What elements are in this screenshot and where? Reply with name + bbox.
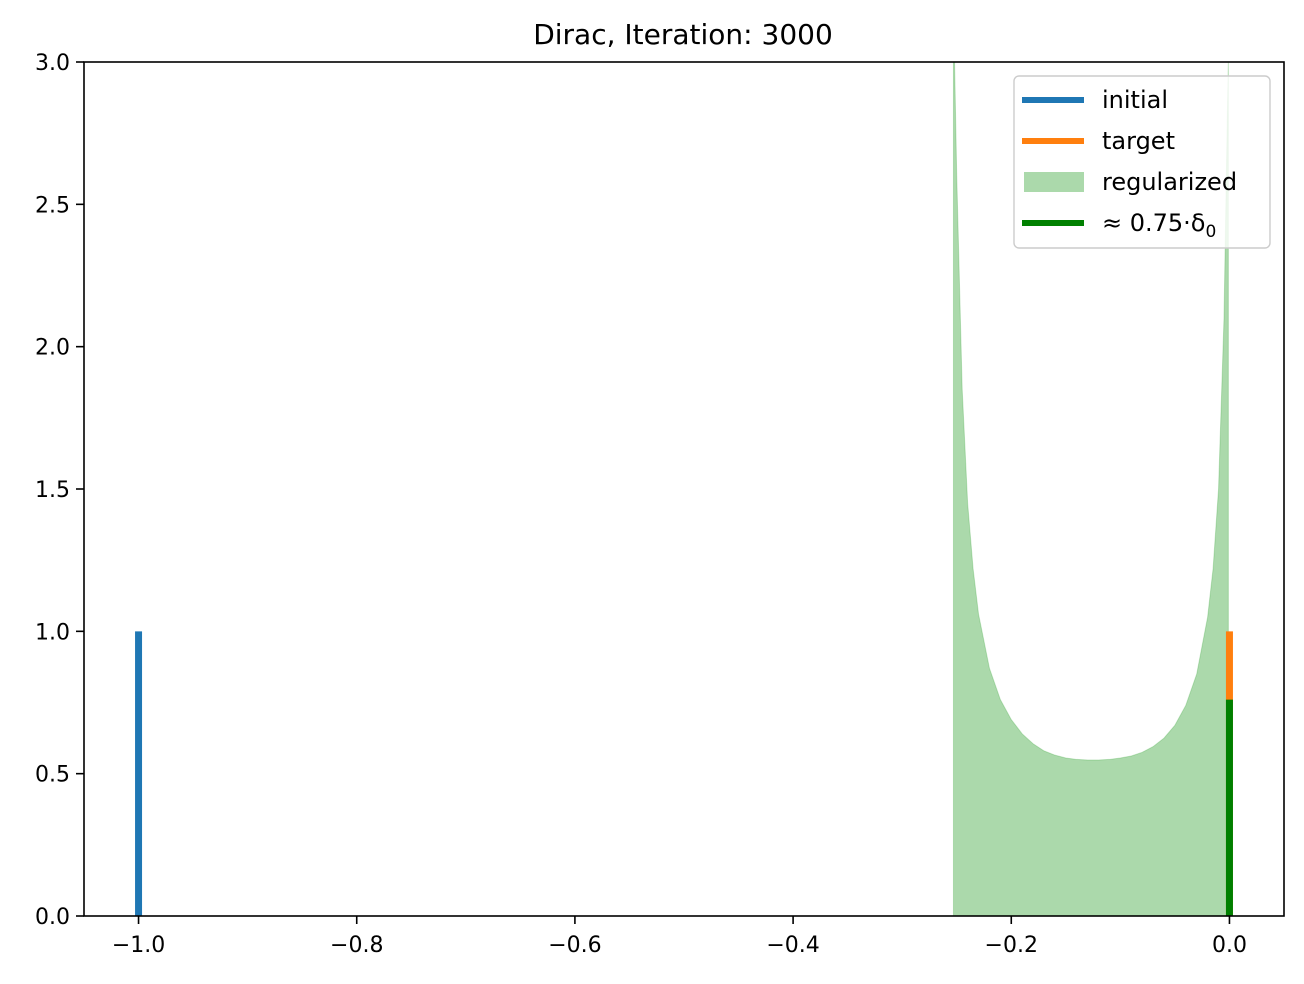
series-regularized-area (952, 61, 1229, 917)
legend-swatch (1024, 172, 1084, 192)
y-tick-label: 0.0 (35, 905, 70, 930)
chart-title: Dirac, Iteration: 3000 (533, 18, 833, 51)
y-tick-label: 1.5 (35, 478, 70, 503)
y-tick-label: 0.5 (35, 763, 70, 788)
legend-label: initial (1102, 86, 1168, 114)
legend-label: ≈ 0.75·δ0 (1102, 209, 1216, 242)
x-tick-label: −1.0 (112, 933, 165, 958)
legend-label: regularized (1102, 168, 1237, 196)
y-tick-label: 2.0 (35, 336, 70, 361)
y-tick-label: 3.0 (35, 51, 70, 76)
x-tick-label: 0.0 (1212, 933, 1247, 958)
x-tick-label: −0.2 (985, 933, 1038, 958)
x-tick-label: −0.8 (330, 933, 383, 958)
y-tick-label: 1.0 (35, 620, 70, 645)
x-tick-label: −0.6 (548, 933, 601, 958)
legend-label: target (1102, 127, 1175, 155)
y-axis: 0.0 0.5 1.0 1.5 2.0 2.5 3.0 (35, 51, 84, 930)
legend: initial target regularized ≈ 0.75·δ0 (1013, 75, 1271, 249)
x-tick-label: −0.4 (766, 933, 819, 958)
legend-box (1013, 75, 1271, 249)
x-axis: −1.0 −0.8 −0.6 −0.4 −0.2 0.0 (112, 916, 1247, 958)
y-tick-label: 2.5 (35, 193, 70, 218)
